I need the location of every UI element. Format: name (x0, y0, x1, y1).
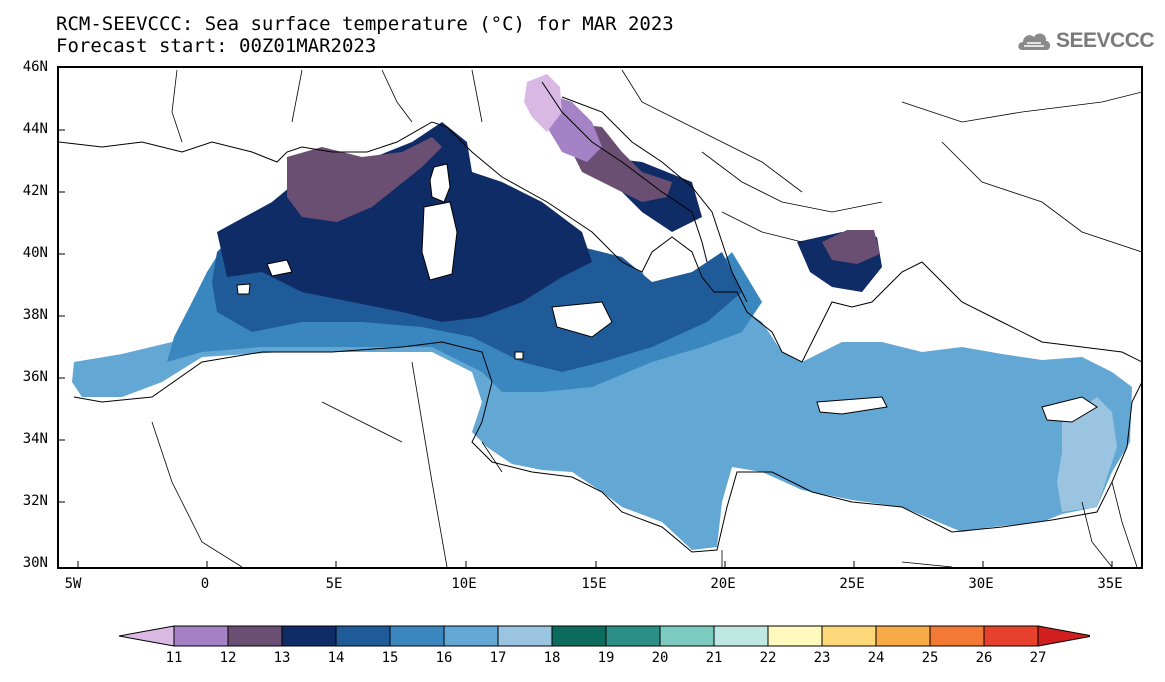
colorbar-segment (713, 625, 769, 647)
corsica-island (429, 163, 451, 203)
sicily-island (551, 301, 613, 338)
sst-band-13-14 (217, 122, 592, 322)
colorbar-label: 15 (381, 650, 399, 666)
colorbar-label: 13 (273, 650, 291, 666)
cloud-icon (1018, 33, 1051, 50)
sst-adriatic-below-11 (524, 74, 562, 132)
coastlines (59, 69, 1141, 567)
lat-label-36n: 36N (22, 369, 48, 385)
lon-label-25e: 25E (839, 576, 865, 592)
colorbar-segment (605, 625, 661, 647)
lon-label-35e: 35E (1097, 576, 1123, 592)
lat-label-38n: 38N (22, 307, 48, 323)
lat-label-32n: 32N (22, 493, 48, 509)
lat-label-46n: 46N (22, 59, 48, 75)
lat-label-44n: 44N (22, 121, 48, 137)
country-borders (151, 69, 1141, 567)
lon-label-15e: 15E (581, 576, 607, 592)
colorbar-high-arrow (1037, 625, 1090, 647)
lon-label-5w: 5W (64, 576, 82, 592)
colorbar-segment (497, 625, 553, 647)
lat-label-40n: 40N (22, 245, 48, 261)
european-coast (59, 121, 1141, 363)
colorbar-label: 24 (867, 650, 885, 666)
sst-band-17-18 (1057, 397, 1117, 512)
colorbar-segment (551, 625, 607, 647)
lon-label-0: 0 (200, 576, 210, 592)
lat-label-30n: 30N (22, 555, 48, 571)
colorbar-segment (227, 625, 283, 647)
lon-label-30e: 30E (968, 576, 994, 592)
cyprus-island (1041, 396, 1098, 423)
sst-gulf-of-lion (287, 137, 442, 222)
lat-label-42n: 42N (22, 183, 48, 199)
sst-north-aegean-purple (822, 230, 880, 264)
colorbar-label: 20 (651, 650, 669, 666)
colorbar-label: 25 (921, 650, 939, 666)
colorbar-segment (983, 625, 1039, 647)
colorbar-segment (173, 625, 229, 647)
colorbar-segment (659, 625, 715, 647)
crete-island (816, 396, 888, 415)
colorbar-segment (281, 625, 337, 647)
north-african-coast (73, 341, 1141, 553)
colorbar-label: 18 (543, 650, 561, 666)
map-frame (57, 66, 1143, 569)
colorbar-label: 11 (165, 650, 183, 666)
colorbar (118, 625, 1090, 647)
colorbar-label: 21 (705, 650, 723, 666)
sst-map (59, 69, 1141, 567)
map-title: RCM-SEEVCCC: Sea surface temperature (°C… (56, 13, 674, 35)
colorbar-label: 26 (975, 650, 993, 666)
islands (236, 163, 1098, 423)
colorbar-label: 14 (327, 650, 345, 666)
balearic-islands (236, 259, 293, 295)
colorbar-label: 27 (1029, 650, 1047, 666)
colorbar-segment (389, 625, 445, 647)
colorbar-label: 16 (435, 650, 453, 666)
sst-band-16-17 (72, 292, 1132, 550)
sst-field (72, 74, 1132, 550)
balkan-coast (561, 96, 748, 303)
colorbar-segment (767, 625, 823, 647)
colorbar-segment (929, 625, 985, 647)
colorbar-low-arrow (118, 625, 175, 647)
colorbar-label: 12 (219, 650, 237, 666)
colorbar-segment (443, 625, 499, 647)
sardinia-island (421, 201, 458, 281)
colorbar-label: 19 (597, 650, 615, 666)
forecast-start: Forecast start: 00Z01MAR2023 (56, 35, 377, 57)
lat-label-34n: 34N (22, 431, 48, 447)
colorbar-label: 23 (813, 650, 831, 666)
colorbar-label: 22 (759, 650, 777, 666)
colorbar-label: 17 (489, 650, 507, 666)
axis-ticks (59, 129, 1113, 567)
colorbar-segment (821, 625, 877, 647)
lon-label-20e: 20E (710, 576, 736, 592)
logo-text: SEEVCCC (1056, 29, 1155, 52)
malta-island (514, 351, 524, 360)
seevccc-logo: SEEVCCC (1016, 26, 1155, 56)
colorbar-segment (875, 625, 931, 647)
colorbar-segment (335, 625, 391, 647)
lon-label-10e: 10E (451, 576, 477, 592)
lon-label-5e: 5E (325, 576, 343, 592)
italy-east-coast (541, 81, 708, 263)
